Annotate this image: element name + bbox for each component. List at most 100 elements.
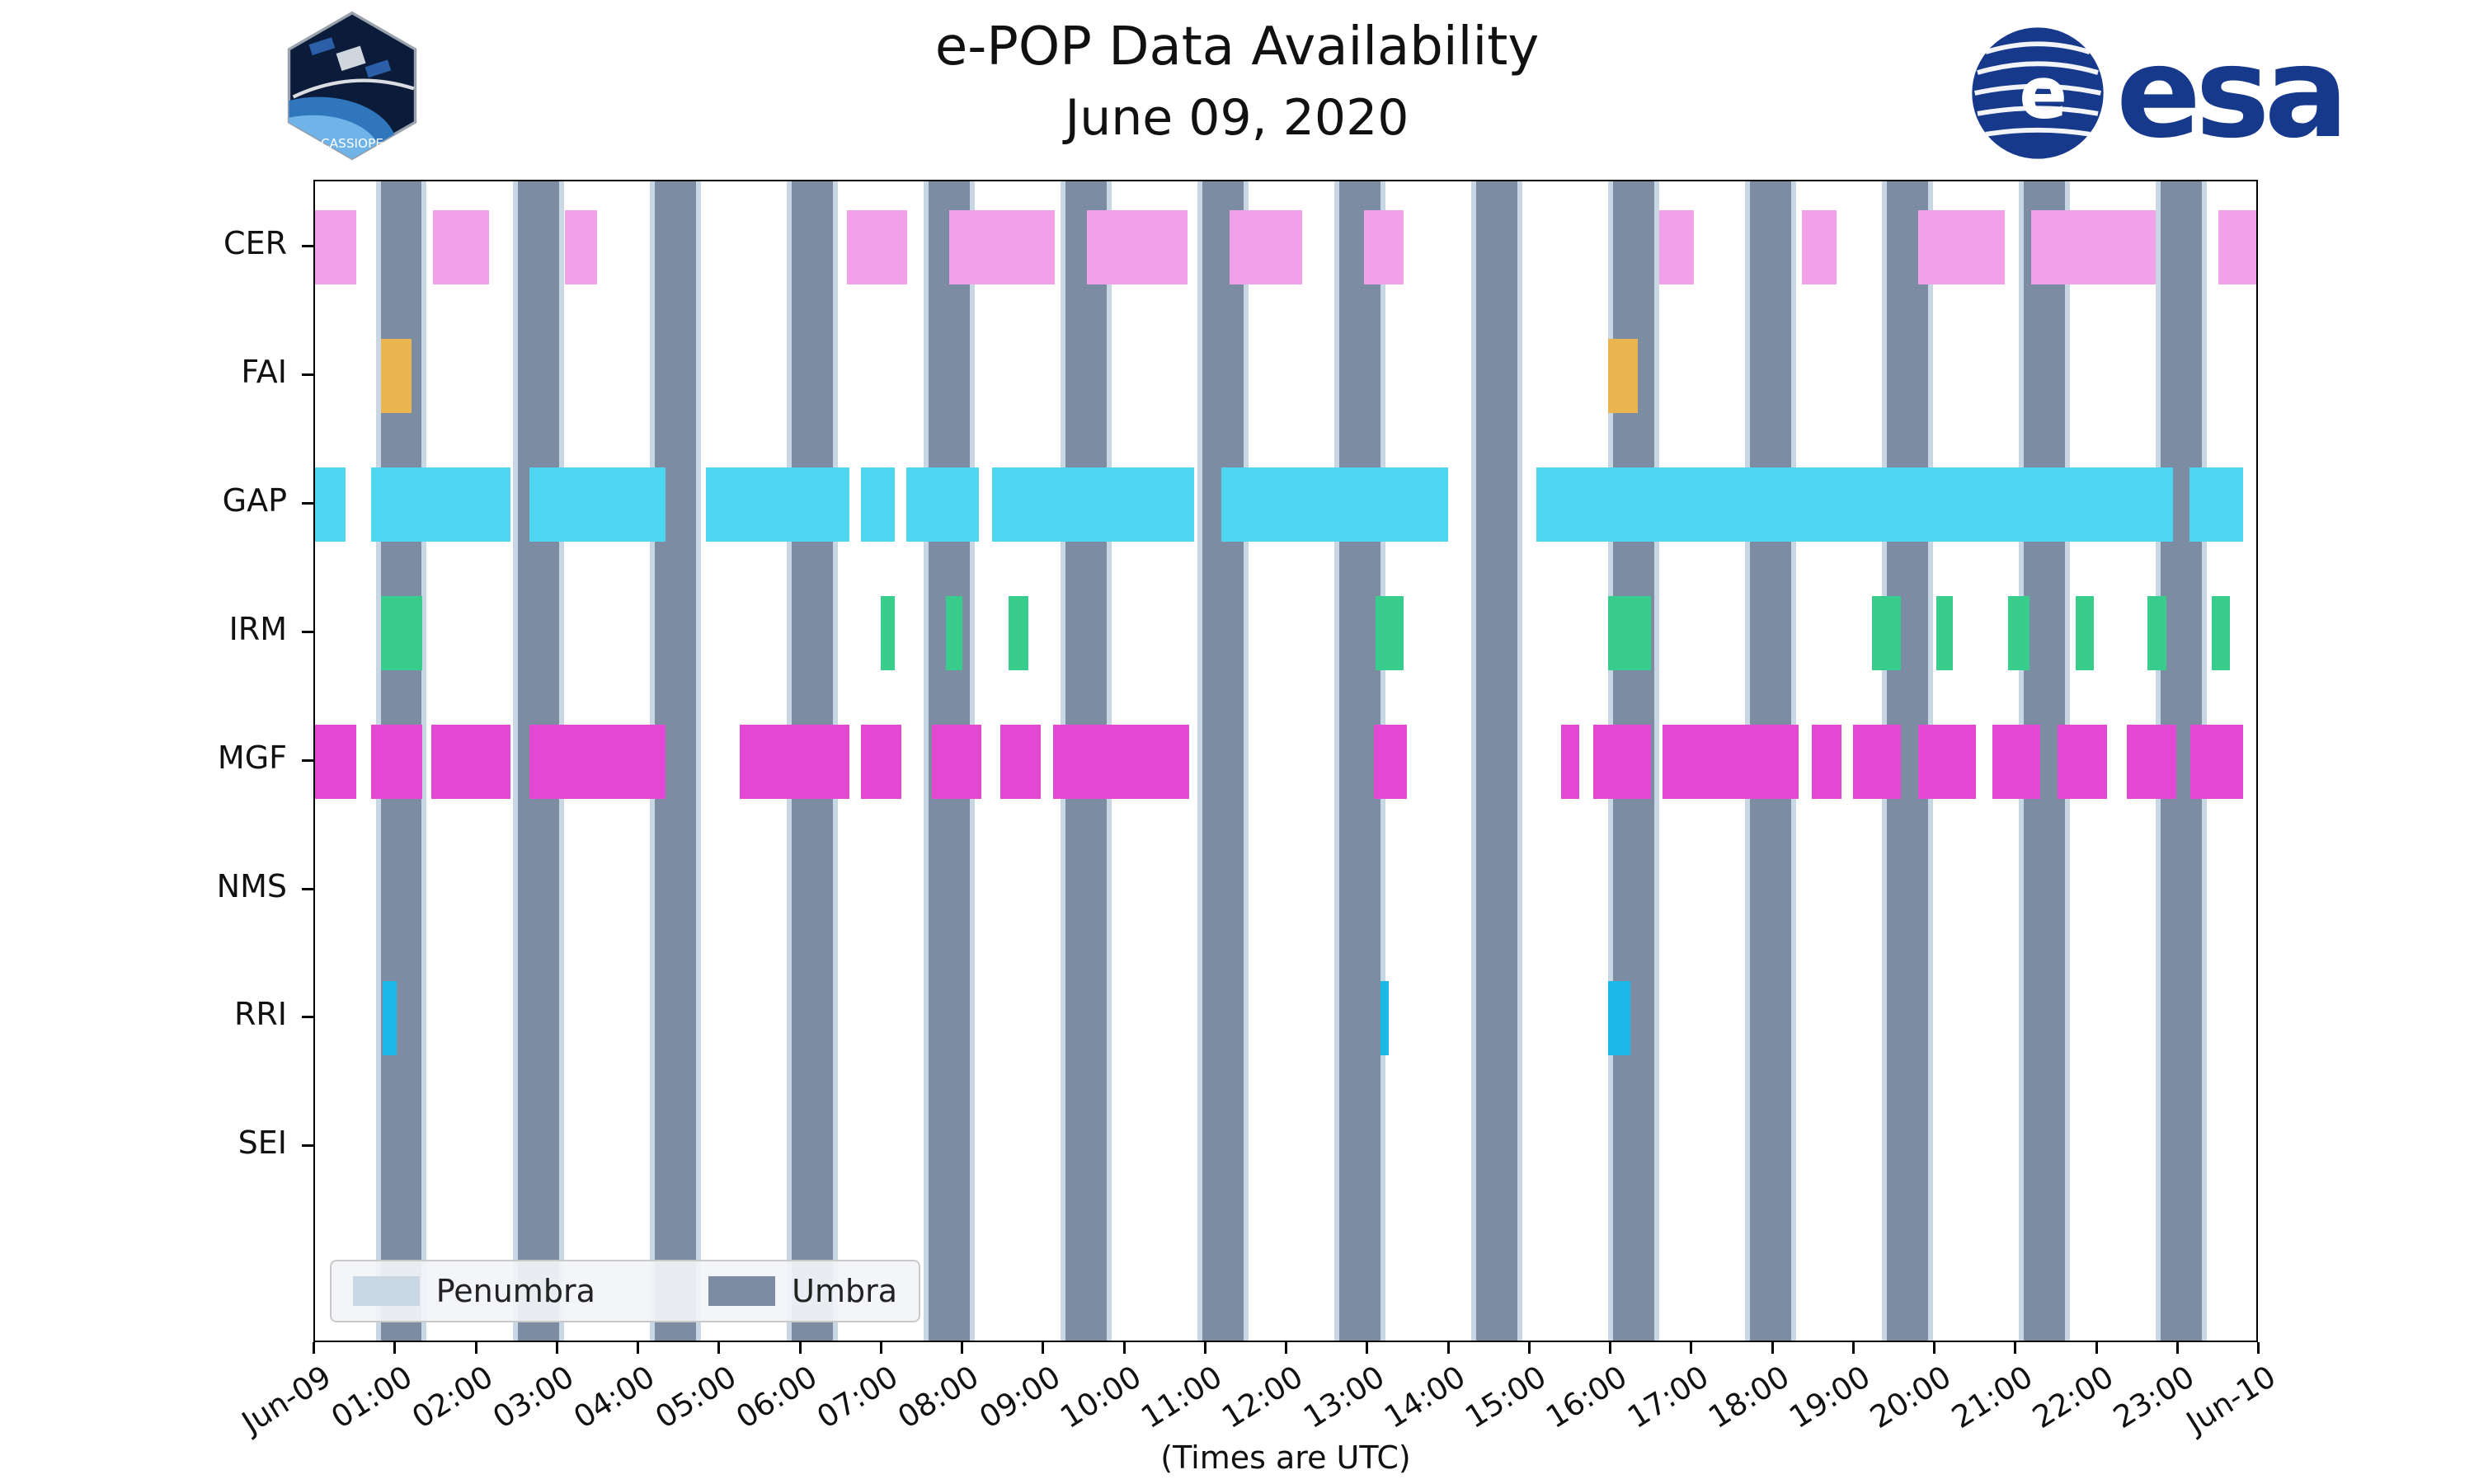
x-tick-label: 22:00 <box>2026 1359 2120 1435</box>
bar-mgf <box>1662 724 1799 799</box>
x-tick-mark <box>1285 1342 1287 1354</box>
penumbra-stripe <box>1243 181 1249 1341</box>
y-tick-mark <box>302 1144 313 1148</box>
bar-mgf <box>931 724 981 799</box>
y-tick-mark <box>302 501 313 505</box>
x-tick-label: 04:00 <box>567 1359 661 1435</box>
bar-mgf <box>2126 724 2176 799</box>
x-tick-label: 10:00 <box>1054 1359 1148 1435</box>
y-tick-mark <box>302 244 313 247</box>
bar-gap <box>529 467 666 542</box>
bar-mgf <box>1852 724 1901 799</box>
x-tick-mark <box>313 1342 315 1354</box>
legend-label-penumbra: Penumbra <box>435 1273 595 1309</box>
x-tick-mark <box>2175 1342 2179 1354</box>
bar-cer <box>846 209 908 284</box>
bar-cer <box>433 209 490 284</box>
x-tick-mark <box>1933 1342 1935 1354</box>
bar-mgf <box>1374 724 1408 799</box>
x-tick-label: 15:00 <box>1459 1359 1553 1435</box>
bar-cer <box>1364 209 1404 284</box>
bar-irm <box>2008 595 2030 670</box>
umbra-stripe <box>1202 181 1244 1341</box>
bar-gap <box>1221 467 1448 542</box>
x-tick-mark <box>798 1342 802 1354</box>
x-tick-label: 01:00 <box>324 1359 419 1435</box>
bar-mgf <box>1561 724 1579 799</box>
bar-cer <box>1087 209 1188 284</box>
bar-gap <box>315 467 346 542</box>
x-tick-mark <box>1609 1342 1611 1354</box>
penumbra-stripe <box>1197 181 1202 1341</box>
x-tick-label: 18:00 <box>1702 1359 1796 1435</box>
chart-title: e-POP Data Availability <box>934 16 1540 77</box>
bar-cer <box>315 209 357 284</box>
penumbra-swatch <box>353 1276 420 1306</box>
x-tick-label: Jun-10 <box>2180 1359 2282 1441</box>
bar-mgf <box>370 724 422 799</box>
x-tick-label: 23:00 <box>2107 1359 2201 1435</box>
x-tick-mark <box>961 1342 963 1354</box>
bar-cer <box>564 209 597 284</box>
bar-gap <box>370 467 510 542</box>
bar-mgf <box>739 724 850 799</box>
x-tick-label: 07:00 <box>811 1359 905 1435</box>
x-tick-label: 03:00 <box>487 1359 581 1435</box>
bar-mgf <box>1000 724 1042 799</box>
bar-cer <box>1801 209 1837 284</box>
umbra-stripe <box>1475 181 1518 1341</box>
y-tick-mark <box>302 887 313 890</box>
bar-irm <box>1608 595 1652 670</box>
bar-irm <box>1376 595 1404 670</box>
bar-cer <box>949 209 1056 284</box>
bar-mgf <box>1053 724 1190 799</box>
penumbra-stripe <box>1654 181 1659 1341</box>
x-tick-label: 12:00 <box>1216 1359 1310 1435</box>
x-tick-mark <box>393 1342 397 1354</box>
bar-irm <box>2212 595 2230 670</box>
bar-irm <box>1872 595 1901 670</box>
y-tick-mark <box>302 758 313 762</box>
bar-mgf <box>431 724 510 799</box>
y-tick-mark <box>302 630 313 633</box>
umbra-swatch <box>708 1276 776 1306</box>
bar-rri <box>1608 981 1630 1056</box>
x-tick-mark <box>2257 1342 2260 1354</box>
y-axis-label-rri: RRI <box>233 996 287 1033</box>
x-tick-mark <box>1122 1342 1126 1354</box>
y-axis-label-irm: IRM <box>228 610 287 647</box>
cassiope-logo-text: CASSIOPE <box>321 136 383 151</box>
x-tick-label: 11:00 <box>1135 1359 1229 1435</box>
x-tick-mark <box>1851 1342 1855 1354</box>
x-tick-mark <box>1366 1342 1369 1354</box>
x-tick-label: 19:00 <box>1783 1359 1877 1435</box>
bar-mgf <box>529 724 666 799</box>
penumbra-stripe <box>512 181 518 1341</box>
y-axis-label-cer: CER <box>223 224 287 261</box>
y-axis-label-sei: SEI <box>238 1125 287 1162</box>
esa-logo-text: esa <box>2116 20 2349 166</box>
bar-gap <box>705 467 850 542</box>
bar-irm <box>2147 595 2166 670</box>
bar-irm <box>1009 595 1028 670</box>
x-tick-mark <box>1527 1342 1531 1354</box>
bar-mgf <box>1593 724 1652 799</box>
penumbra-stripe <box>1471 181 1476 1341</box>
bar-fai <box>380 338 412 413</box>
x-tick-mark <box>1042 1342 1045 1354</box>
x-tick-mark <box>1446 1342 1450 1354</box>
legend: Penumbra Umbra <box>330 1260 920 1322</box>
x-tick-mark <box>2014 1342 2017 1354</box>
x-tick-label: 08:00 <box>891 1359 985 1435</box>
bar-irm <box>2075 595 2094 670</box>
penumbra-stripe <box>923 181 929 1341</box>
bar-cer <box>2218 209 2256 284</box>
bar-gap <box>1536 467 2173 542</box>
y-tick-mark <box>302 1016 313 1019</box>
y-axis-label-mgf: MGF <box>217 739 287 776</box>
esa-globe-icon: e <box>1972 27 2104 159</box>
bar-gap <box>906 467 979 542</box>
bar-gap <box>992 467 1194 542</box>
x-tick-label: 13:00 <box>1296 1359 1391 1435</box>
x-tick-mark <box>879 1342 882 1354</box>
